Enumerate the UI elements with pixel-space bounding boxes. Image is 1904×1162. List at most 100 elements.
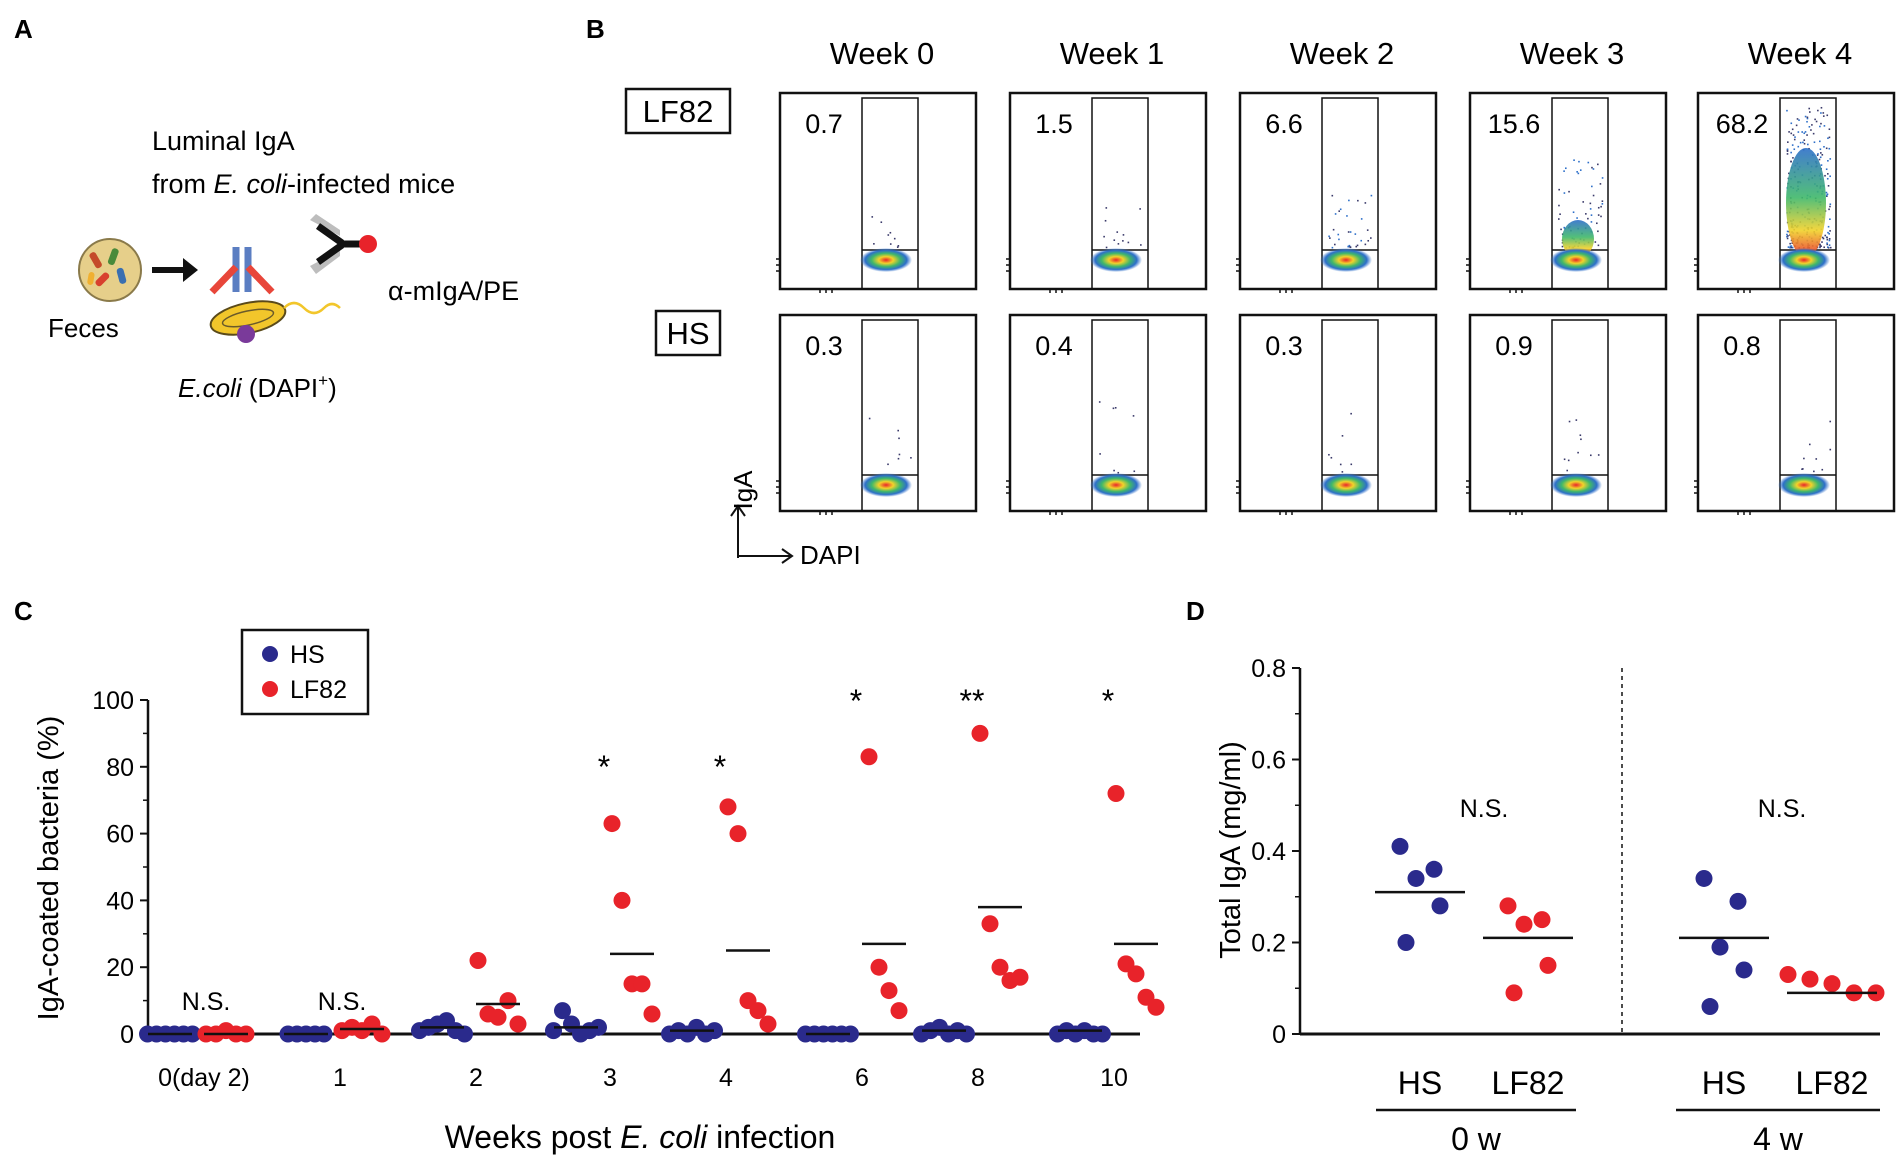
flow-event-dot	[1337, 233, 1340, 236]
flow-event-dot	[1828, 238, 1831, 240]
significance-label: *	[598, 749, 610, 785]
flow-density-blob	[1090, 473, 1142, 497]
flow-event-dot	[1334, 213, 1337, 215]
flow-density-blob	[1090, 248, 1142, 272]
flow-event-dot	[1794, 136, 1796, 138]
flow-event-dot	[1819, 125, 1821, 128]
flow-event-dot	[1825, 168, 1828, 171]
y-tick-label: 80	[106, 754, 134, 782]
y-tick-label: 0.6	[1251, 747, 1286, 775]
panel-a: Luminal IgA from E. coli-infected mice F…	[48, 126, 519, 403]
flow-gate-percentage: 0.9	[1495, 331, 1533, 361]
flow-event-dot	[1829, 448, 1832, 451]
flow-event-dot	[1563, 192, 1566, 194]
pe-antibody-icon	[310, 214, 377, 274]
flow-plot: 0.3	[776, 313, 978, 515]
flow-event-dot	[1828, 244, 1831, 246]
flow-event-dot	[1828, 232, 1830, 235]
flow-event-dot	[1791, 246, 1794, 249]
x-tick-label: LF82	[1796, 1065, 1869, 1101]
flow-event-dot	[1826, 238, 1829, 241]
lf82-point	[489, 1008, 507, 1026]
flow-event-dot	[1803, 132, 1806, 135]
flow-event-dot	[1565, 167, 1567, 170]
flow-event-dot	[1828, 239, 1831, 242]
flow-event-dot	[1819, 246, 1821, 249]
flow-gate	[861, 319, 919, 512]
y-tick-label: 0.2	[1251, 930, 1286, 958]
flow-event-dot	[1786, 153, 1789, 155]
flow-event-dot	[1826, 246, 1829, 248]
flow-event-dot	[1827, 246, 1830, 249]
x-tick-label: HS	[1398, 1065, 1442, 1101]
significance-label: *	[850, 683, 862, 719]
flow-event-dot	[1589, 202, 1592, 205]
flow-event-dot	[1808, 107, 1811, 110]
flow-gate-percentage: 0.3	[1265, 331, 1303, 361]
flow-event-dot	[1803, 139, 1806, 141]
flow-event-dot	[1113, 239, 1116, 241]
flow-event-dot	[1328, 453, 1330, 456]
flow-event-dot	[1105, 246, 1108, 249]
flow-event-dot	[1829, 420, 1832, 423]
flow-event-dot	[1824, 174, 1826, 177]
flow-event-dot	[1139, 208, 1141, 210]
flow-event-dot	[898, 437, 900, 440]
flow-event-dot	[1601, 203, 1604, 205]
lf82-point	[1011, 968, 1029, 986]
panel-a-title-line2: from E. coli-infected mice	[152, 169, 455, 199]
flow-event-dot	[1348, 199, 1350, 202]
hs-point	[184, 1025, 201, 1043]
flow-row-label-box	[654, 309, 722, 357]
flow-event-dot	[1792, 157, 1794, 159]
flow-event-dot	[1822, 112, 1825, 114]
flow-event-dot	[1819, 156, 1822, 159]
flow-event-dot	[1122, 240, 1124, 242]
flow-event-dot	[1599, 183, 1602, 185]
hs-point	[1397, 934, 1415, 951]
flow-event-dot	[1822, 237, 1825, 240]
flow-density-blob	[1320, 248, 1372, 272]
x-tick-label: 1	[333, 1064, 347, 1092]
flow-column-header: Week 3	[1520, 36, 1625, 71]
panel-c: 0 20 40 60 80 100 IgA-coated bacteria (%) 0(day…	[33, 628, 1165, 1155]
lf82-point	[1533, 911, 1551, 929]
flow-event-dot	[1597, 214, 1600, 216]
flow-density-blob	[860, 473, 912, 497]
flow-event-dot	[1577, 172, 1580, 175]
panel-label-c: C	[14, 596, 33, 626]
flow-gate	[1091, 97, 1149, 290]
flow-event-dot	[1577, 451, 1579, 454]
lf82-point	[1505, 984, 1523, 1002]
flow-event-dot	[1347, 231, 1350, 233]
flow-gate	[1321, 97, 1379, 290]
flow-event-dot	[1117, 243, 1120, 245]
flow-event-dot	[1601, 177, 1604, 179]
flow-event-dot	[1806, 120, 1808, 123]
flow-event-dot	[868, 417, 871, 420]
flow-event-dot	[1597, 230, 1599, 233]
flow-event-dot	[1806, 117, 1809, 120]
flow-event-dot	[1821, 241, 1823, 243]
flow-event-dot	[1133, 470, 1136, 473]
flow-density-blob	[1550, 248, 1602, 272]
flow-event-dot	[1810, 129, 1812, 131]
flow-event-dot	[1786, 149, 1789, 151]
x-axis-label-italic: E. coli	[620, 1119, 708, 1155]
flow-plot: 15.6	[1466, 91, 1668, 293]
flow-event-dot	[1122, 234, 1125, 236]
flow-event-dot	[1558, 188, 1560, 191]
flow-plot: 0.7	[776, 91, 978, 293]
flow-event-dot	[1366, 229, 1369, 231]
flow-event-dot	[1341, 435, 1344, 437]
flow-event-dot	[1590, 221, 1593, 223]
flow-event-dot	[1788, 131, 1790, 133]
flow-event-dot	[1823, 246, 1825, 249]
flow-x-axis-label: DAPI	[800, 540, 861, 570]
pe-antibody-label: α-mIgA/PE	[388, 276, 519, 306]
flow-event-dot	[1819, 243, 1821, 246]
panel-label-d: D	[1186, 596, 1205, 626]
flow-event-dot	[1103, 235, 1105, 238]
flow-gate-percentage: 1.5	[1035, 109, 1073, 139]
